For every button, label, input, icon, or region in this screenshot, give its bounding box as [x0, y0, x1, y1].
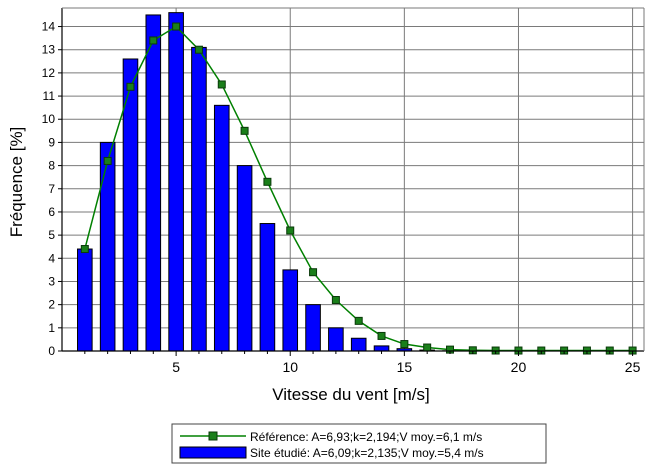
line-marker: [287, 227, 294, 234]
y-tick-label: 2: [48, 298, 55, 312]
line-marker: [264, 178, 271, 185]
line-marker: [104, 157, 111, 164]
y-tick-label: 6: [48, 205, 55, 219]
y-tick-label: 7: [48, 182, 55, 196]
y-tick-label: 10: [42, 112, 56, 126]
bar: [351, 338, 366, 351]
legend-label-site: Site étudié: A=6,09;k=2,135;V moy.=5,4 m…: [250, 446, 484, 460]
bar: [78, 249, 93, 351]
line-marker: [173, 23, 180, 30]
x-tick-label: 10: [282, 359, 298, 375]
legend-marker-swatch: [209, 432, 217, 440]
line-marker: [195, 46, 202, 53]
bar: [237, 166, 252, 351]
y-tick-label: 3: [48, 274, 55, 288]
x-axis-label: Vitesse du vent [m/s]: [272, 385, 429, 404]
bar: [374, 346, 389, 351]
legend: Référence: A=6,93;k=2,194;V moy.=6,1 m/s…: [172, 424, 546, 463]
line-marker: [127, 83, 134, 90]
bar: [146, 15, 161, 351]
bar: [214, 105, 229, 351]
line-marker: [218, 81, 225, 88]
x-tick-labels: 5 10 15 20 25: [172, 359, 640, 375]
line-marker: [310, 269, 317, 276]
line-marker: [150, 37, 157, 44]
line-marker: [401, 341, 408, 348]
y-tick-label: 11: [43, 89, 56, 103]
line-marker: [241, 127, 248, 134]
bar: [329, 328, 344, 351]
y-tick-label: 1: [48, 321, 55, 335]
bar: [283, 270, 298, 351]
y-tick-label: 12: [42, 66, 56, 80]
bar: [306, 305, 321, 351]
y-tick-label: 13: [42, 43, 56, 57]
y-tick-label: 4: [48, 251, 55, 265]
bar: [169, 13, 184, 351]
bar: [260, 224, 275, 351]
y-tick-label: 14: [42, 20, 56, 34]
line-marker: [332, 297, 339, 304]
y-tick-label: 8: [48, 159, 55, 173]
y-tick-label: 5: [48, 228, 55, 242]
y-axis-label: Fréquence [%]: [7, 127, 26, 238]
x-tick-label: 25: [625, 359, 641, 375]
line-marker: [81, 246, 88, 253]
y-tick-label: 0: [48, 344, 55, 358]
legend-label-reference: Référence: A=6,93;k=2,194;V moy.=6,1 m/s: [250, 430, 482, 444]
x-tick-label: 20: [511, 359, 527, 375]
line-marker: [424, 344, 431, 351]
line-marker: [378, 332, 385, 339]
bar: [192, 47, 207, 351]
bar: [100, 142, 115, 351]
x-tick-label: 15: [397, 359, 413, 375]
legend-bar-swatch: [180, 447, 246, 458]
y-tick-label: 9: [48, 135, 55, 149]
x-tick-label: 5: [172, 359, 180, 375]
line-marker: [355, 317, 362, 324]
